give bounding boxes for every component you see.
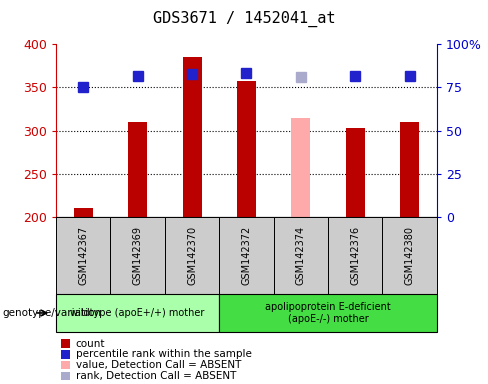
Text: GSM142370: GSM142370 — [187, 226, 197, 285]
Text: apolipoprotein E-deficient
(apoE-/-) mother: apolipoprotein E-deficient (apoE-/-) mot… — [265, 302, 391, 324]
Text: genotype/variation: genotype/variation — [2, 308, 102, 318]
Bar — [183, 57, 202, 217]
Bar — [237, 81, 256, 217]
Text: GSM142380: GSM142380 — [405, 226, 415, 285]
Text: GSM142367: GSM142367 — [78, 226, 88, 285]
Text: GSM142369: GSM142369 — [133, 226, 142, 285]
Bar — [128, 122, 147, 217]
Text: percentile rank within the sample: percentile rank within the sample — [76, 349, 251, 359]
Text: GDS3671 / 1452041_at: GDS3671 / 1452041_at — [153, 11, 335, 27]
Bar — [74, 209, 93, 217]
Bar — [346, 128, 365, 217]
Text: count: count — [76, 339, 105, 349]
Text: rank, Detection Call = ABSENT: rank, Detection Call = ABSENT — [76, 371, 236, 381]
Text: GSM142376: GSM142376 — [350, 226, 360, 285]
Text: GSM142374: GSM142374 — [296, 226, 306, 285]
Text: wildtype (apoE+/+) mother: wildtype (apoE+/+) mother — [70, 308, 205, 318]
Bar — [400, 122, 419, 217]
Text: value, Detection Call = ABSENT: value, Detection Call = ABSENT — [76, 360, 241, 370]
Text: GSM142372: GSM142372 — [242, 226, 251, 285]
Bar — [291, 118, 310, 217]
